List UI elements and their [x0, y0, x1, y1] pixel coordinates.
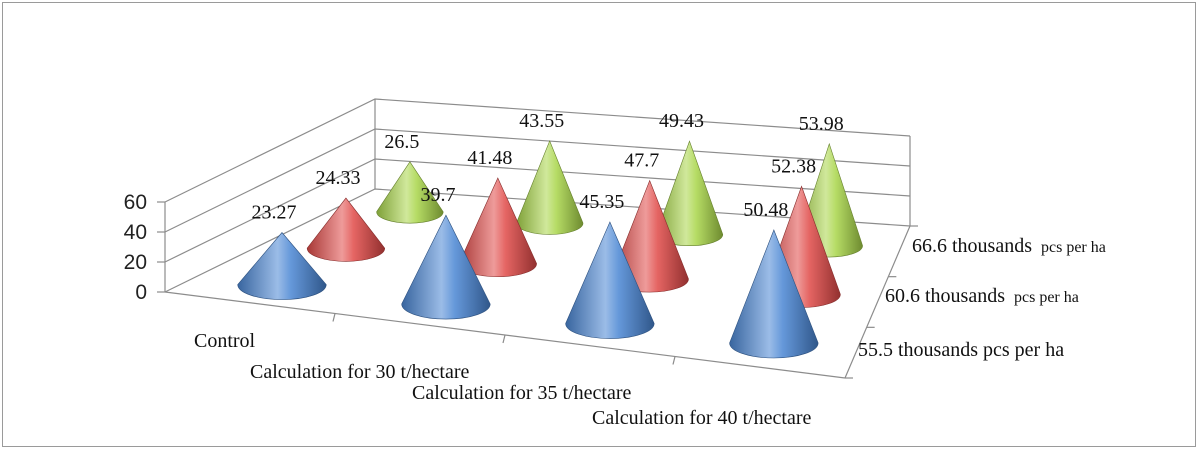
data-label: 52.38	[771, 155, 816, 177]
data-label: 24.33	[315, 167, 360, 189]
depth-axis-line	[844, 225, 911, 379]
cone-mark	[565, 221, 655, 339]
series-label: 55.5 thousands pcs per ha	[858, 339, 1064, 361]
cone-mark	[729, 229, 819, 359]
data-label: 23.27	[251, 201, 296, 223]
y-tick-label: 40	[124, 221, 147, 244]
data-label: 43.55	[519, 110, 564, 132]
data-label: 39.7	[420, 184, 455, 206]
y-tick-label: 0	[135, 281, 147, 304]
data-label: 26.5	[384, 131, 419, 153]
cone-mark	[401, 214, 491, 320]
series-labels: 55.5 thousands pcs per ha 60.6 thousands …	[858, 235, 1106, 361]
x-tick-label: Calculation for 35 t/hectare	[412, 382, 631, 404]
data-label: 49.43	[659, 110, 704, 132]
series-label: 66.6 thousands pcs per ha	[912, 235, 1106, 257]
cone-mark	[306, 197, 386, 262]
x-tick-label: Calculation for 40 t/hectare	[592, 407, 811, 429]
x-tick-label: Control	[194, 330, 256, 352]
y-tick-label: 20	[124, 251, 147, 274]
cone-mark	[237, 232, 327, 300]
cone-mark	[376, 161, 444, 224]
data-label: 50.48	[743, 199, 788, 221]
x-tick-label: Calculation for 30 t/hectare	[250, 361, 469, 383]
cone-mark	[516, 140, 584, 235]
data-label: 45.35	[579, 191, 624, 213]
chart-walls	[157, 98, 918, 379]
data-label: 53.98	[799, 113, 844, 135]
data-labels: 26.5 43.55 49.43 53.98 24.33 41.48 47.7 52.38 23…	[251, 110, 843, 224]
x-tick-mark	[502, 334, 506, 344]
data-label: 41.48	[467, 147, 512, 169]
data-label: 47.7	[624, 150, 659, 172]
x-tick-mark	[332, 313, 336, 322]
x-tick-mark	[672, 356, 676, 365]
cones	[237, 140, 863, 359]
series-label: 60.6 thousands pcs per ha	[885, 285, 1079, 307]
y-tick-label: 60	[124, 191, 147, 214]
